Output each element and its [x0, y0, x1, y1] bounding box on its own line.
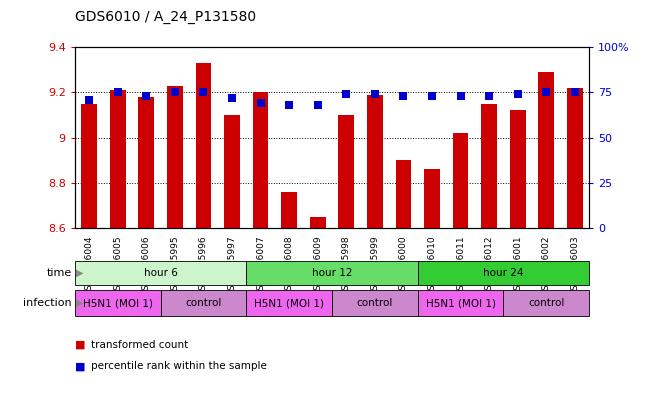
Bar — [195, 63, 212, 228]
Bar — [224, 115, 240, 228]
Text: time: time — [46, 268, 72, 278]
Text: ■: ■ — [75, 340, 85, 350]
Point — [312, 102, 323, 108]
Bar — [246, 290, 332, 316]
Point — [512, 91, 523, 97]
Bar — [538, 72, 554, 228]
Point — [456, 93, 466, 99]
Text: hour 6: hour 6 — [144, 268, 178, 278]
Bar — [139, 97, 154, 228]
Bar — [161, 290, 246, 316]
Point — [170, 89, 180, 95]
Bar — [75, 290, 161, 316]
Point — [141, 93, 152, 99]
Bar — [253, 92, 268, 228]
Point — [341, 91, 352, 97]
Text: H5N1 (MOI 1): H5N1 (MOI 1) — [254, 298, 324, 308]
Text: percentile rank within the sample: percentile rank within the sample — [91, 362, 267, 371]
Text: control: control — [186, 298, 221, 308]
Text: hour 24: hour 24 — [483, 268, 523, 278]
Point — [84, 96, 94, 103]
Bar — [81, 104, 97, 228]
Text: ▶: ▶ — [76, 298, 83, 308]
Bar — [281, 192, 297, 228]
Bar — [332, 290, 418, 316]
Text: infection: infection — [23, 298, 72, 308]
Bar — [339, 115, 354, 228]
Bar — [567, 88, 583, 228]
Point — [113, 89, 123, 95]
Bar — [418, 261, 589, 285]
Bar — [110, 90, 126, 228]
Point — [427, 93, 437, 99]
Bar — [367, 95, 383, 228]
Point — [198, 89, 208, 95]
Bar — [396, 160, 411, 228]
Point — [484, 93, 494, 99]
Bar — [503, 290, 589, 316]
Bar — [418, 290, 503, 316]
Text: H5N1 (MOI 1): H5N1 (MOI 1) — [426, 298, 495, 308]
Text: hour 12: hour 12 — [312, 268, 352, 278]
Text: transformed count: transformed count — [91, 340, 188, 350]
Text: ■: ■ — [75, 362, 85, 371]
Point — [570, 89, 580, 95]
Bar — [167, 86, 183, 228]
Point — [255, 100, 266, 107]
Point — [541, 89, 551, 95]
Text: ▶: ▶ — [76, 268, 83, 278]
Point — [284, 102, 294, 108]
Point — [398, 93, 409, 99]
Bar — [310, 217, 326, 228]
Bar — [510, 110, 525, 228]
Point — [370, 91, 380, 97]
Text: GDS6010 / A_24_P131580: GDS6010 / A_24_P131580 — [75, 9, 256, 24]
Bar — [452, 133, 469, 228]
Bar — [424, 169, 440, 228]
Bar — [246, 261, 418, 285]
Bar — [481, 104, 497, 228]
Text: control: control — [357, 298, 393, 308]
Point — [227, 95, 237, 101]
Text: H5N1 (MOI 1): H5N1 (MOI 1) — [83, 298, 153, 308]
Text: control: control — [528, 298, 564, 308]
Bar — [75, 261, 246, 285]
